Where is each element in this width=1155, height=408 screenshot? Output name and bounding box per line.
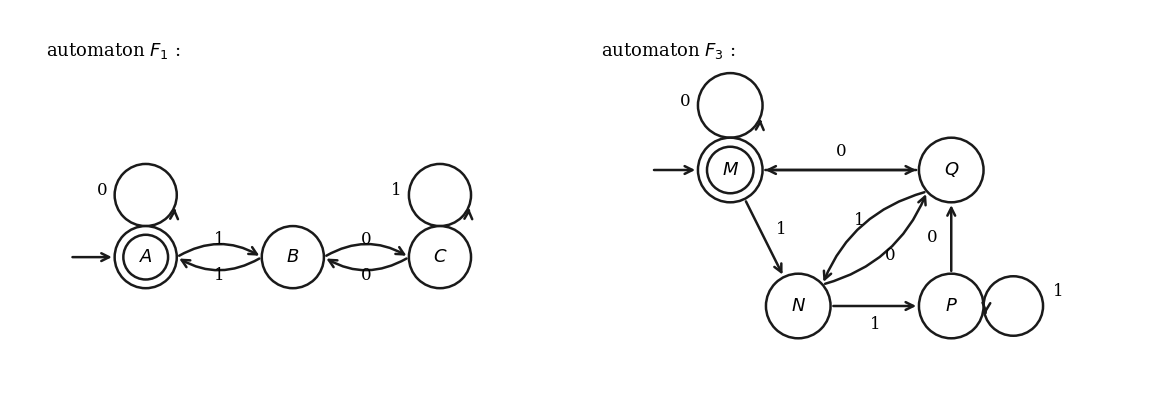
Text: $\mathit{P}$: $\mathit{P}$	[945, 297, 957, 315]
Text: $\mathit{C}$: $\mathit{C}$	[433, 248, 447, 266]
Text: 1: 1	[854, 212, 864, 229]
Text: 1: 1	[214, 266, 224, 284]
Circle shape	[766, 274, 830, 338]
Text: 1: 1	[392, 182, 402, 200]
Text: 1: 1	[776, 221, 787, 238]
Text: $\mathit{Q}$: $\mathit{Q}$	[944, 160, 959, 180]
Circle shape	[698, 138, 762, 202]
Text: 0: 0	[362, 266, 372, 284]
Text: $\mathit{N}$: $\mathit{N}$	[791, 297, 806, 315]
Text: 0: 0	[927, 229, 938, 246]
Text: 1: 1	[1053, 283, 1064, 299]
Circle shape	[262, 226, 323, 288]
Text: $\mathit{A}$: $\mathit{A}$	[139, 248, 152, 266]
Text: 0: 0	[835, 143, 847, 160]
Text: automaton $F_1$ :: automaton $F_1$ :	[46, 41, 180, 61]
Text: 0: 0	[680, 93, 691, 110]
Text: 1: 1	[870, 316, 880, 333]
Circle shape	[114, 226, 177, 288]
Text: 0: 0	[362, 231, 372, 248]
Circle shape	[409, 226, 471, 288]
Text: $\mathit{B}$: $\mathit{B}$	[286, 248, 299, 266]
Text: 0: 0	[97, 182, 107, 200]
Text: $\mathit{M}$: $\mathit{M}$	[722, 161, 739, 179]
Circle shape	[919, 138, 984, 202]
Text: automaton $F_3$ :: automaton $F_3$ :	[601, 41, 735, 61]
Circle shape	[919, 274, 984, 338]
Text: 1: 1	[214, 231, 224, 248]
Text: 0: 0	[885, 247, 896, 264]
